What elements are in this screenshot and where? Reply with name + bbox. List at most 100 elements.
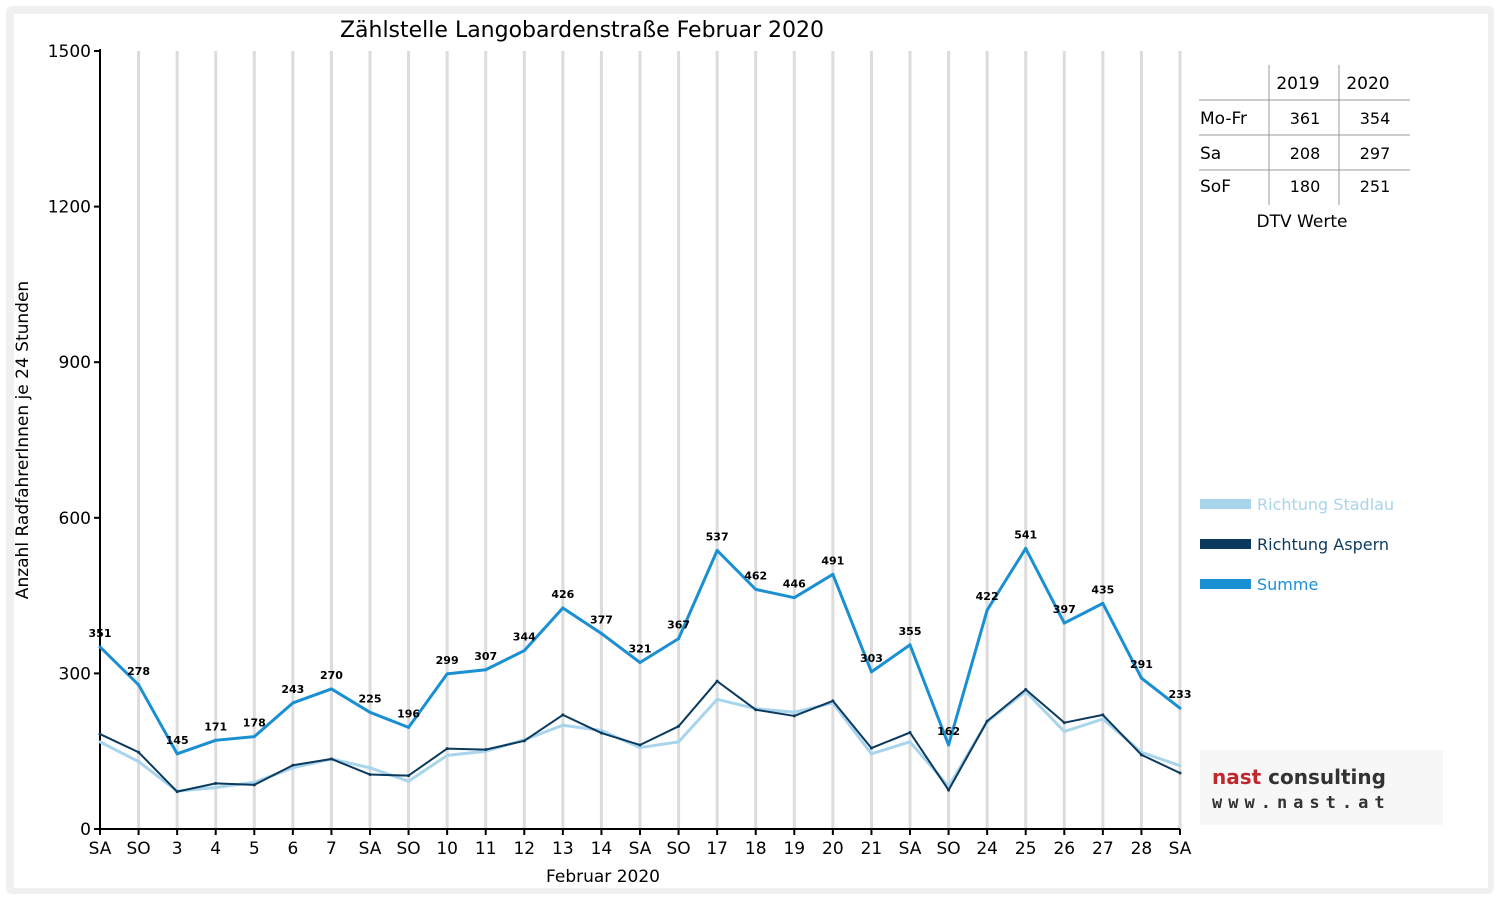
y-tick-label: 0 — [80, 820, 91, 840]
data-label: 537 — [706, 530, 729, 543]
data-label: 435 — [1091, 583, 1114, 596]
data-point — [214, 738, 218, 742]
data-point — [792, 710, 796, 714]
chart-title: Zählstelle Langobardenstraße Februar 202… — [340, 18, 824, 43]
table-cell: 297 — [1360, 144, 1391, 163]
data-point — [1062, 729, 1066, 733]
data-point — [1101, 601, 1105, 605]
data-point — [98, 645, 102, 649]
legend-swatch — [1200, 539, 1251, 549]
data-point — [137, 683, 141, 687]
data-label: 446 — [783, 578, 806, 591]
x-tick-label: 25 — [1015, 839, 1037, 859]
logo-brand-part2: consulting — [1261, 765, 1386, 789]
data-point — [291, 766, 295, 770]
data-label: 225 — [359, 692, 382, 705]
data-point — [908, 643, 912, 647]
y-axis-label: Anzahl RadfahrerInnen je 24 Stunden — [13, 281, 33, 599]
logo-url: www.nast.at — [1212, 793, 1391, 813]
data-point — [638, 743, 642, 747]
dtv-table: 2019 2020 Mo-Fr 361 354 Sa 208 297 SoF 1… — [1199, 65, 1410, 232]
data-point — [329, 757, 333, 761]
x-tick-label: SA — [629, 839, 652, 859]
x-tick-label: SA — [1169, 839, 1192, 859]
data-point — [947, 743, 951, 747]
x-tick-label: 28 — [1131, 839, 1153, 859]
data-point — [214, 781, 218, 785]
x-tick-label: SA — [89, 839, 112, 859]
data-point — [1024, 546, 1028, 550]
data-point — [522, 649, 526, 653]
data-point — [638, 661, 642, 665]
data-label: 145 — [166, 734, 189, 747]
data-point — [98, 732, 102, 736]
data-label: 367 — [667, 619, 690, 632]
table-cell: 208 — [1290, 144, 1321, 163]
grid — [137, 51, 1182, 829]
y-tick-label: 600 — [59, 509, 91, 529]
x-tick-label: SO — [936, 839, 960, 859]
data-point — [677, 724, 681, 728]
data-point — [792, 714, 796, 718]
y-tick-label: 900 — [59, 353, 91, 373]
data-point — [445, 747, 449, 751]
data-label: 321 — [629, 643, 652, 656]
data-label: 344 — [513, 631, 536, 644]
table-cell: 251 — [1360, 177, 1391, 196]
data-label: 299 — [436, 654, 459, 667]
data-point — [1178, 764, 1182, 768]
data-point — [291, 763, 295, 767]
data-point — [908, 740, 912, 744]
legend-label: Richtung Aspern — [1257, 535, 1389, 554]
data-point — [368, 766, 372, 770]
data-label: 243 — [281, 683, 304, 696]
data-label: 541 — [1014, 528, 1037, 541]
data-label: 291 — [1130, 658, 1153, 671]
data-point — [522, 739, 526, 743]
data-point — [754, 587, 758, 591]
table-header-2020: 2020 — [1346, 74, 1389, 94]
x-tick-label: 6 — [287, 839, 298, 859]
data-point — [137, 760, 141, 764]
data-point — [484, 748, 488, 752]
data-label: 162 — [937, 725, 960, 738]
data-label: 462 — [744, 569, 767, 582]
data-point — [1062, 721, 1066, 725]
chart-panel — [14, 14, 1488, 888]
data-point — [831, 699, 835, 703]
nast-consulting-logo: nast consulting www.nast.at — [1200, 750, 1443, 825]
y-tick-label: 1200 — [48, 198, 91, 218]
data-point — [1139, 676, 1143, 680]
series-lines — [98, 546, 1182, 794]
table-row-label: Mo-Fr — [1200, 109, 1247, 129]
x-tick-label: 20 — [822, 839, 844, 859]
data-point — [792, 596, 796, 600]
data-point — [1178, 771, 1182, 775]
data-point — [407, 779, 411, 783]
data-point — [831, 572, 835, 576]
data-point — [715, 697, 719, 701]
x-tick-label: 11 — [475, 839, 497, 859]
x-tick-label: 5 — [249, 839, 260, 859]
data-point — [908, 731, 912, 735]
data-point — [175, 790, 179, 794]
data-point — [291, 701, 295, 705]
data-point — [368, 710, 372, 714]
x-tick-label: 10 — [436, 839, 458, 859]
table-cell: 180 — [1290, 177, 1321, 196]
table-header-2019: 2019 — [1276, 74, 1319, 94]
data-label: 355 — [899, 625, 922, 638]
legend-swatch — [1200, 579, 1251, 589]
x-tick-label: 7 — [326, 839, 337, 859]
x-tick-label: 12 — [513, 839, 535, 859]
x-tick-label: 19 — [783, 839, 805, 859]
table-row-label: SoF — [1200, 177, 1231, 197]
data-label: 171 — [204, 720, 227, 733]
x-tick-label: 27 — [1092, 839, 1114, 859]
data-point — [252, 780, 256, 784]
data-point — [599, 731, 603, 735]
data-point — [561, 606, 565, 610]
logo-brand-part1: nast — [1212, 765, 1262, 789]
data-point — [715, 679, 719, 683]
